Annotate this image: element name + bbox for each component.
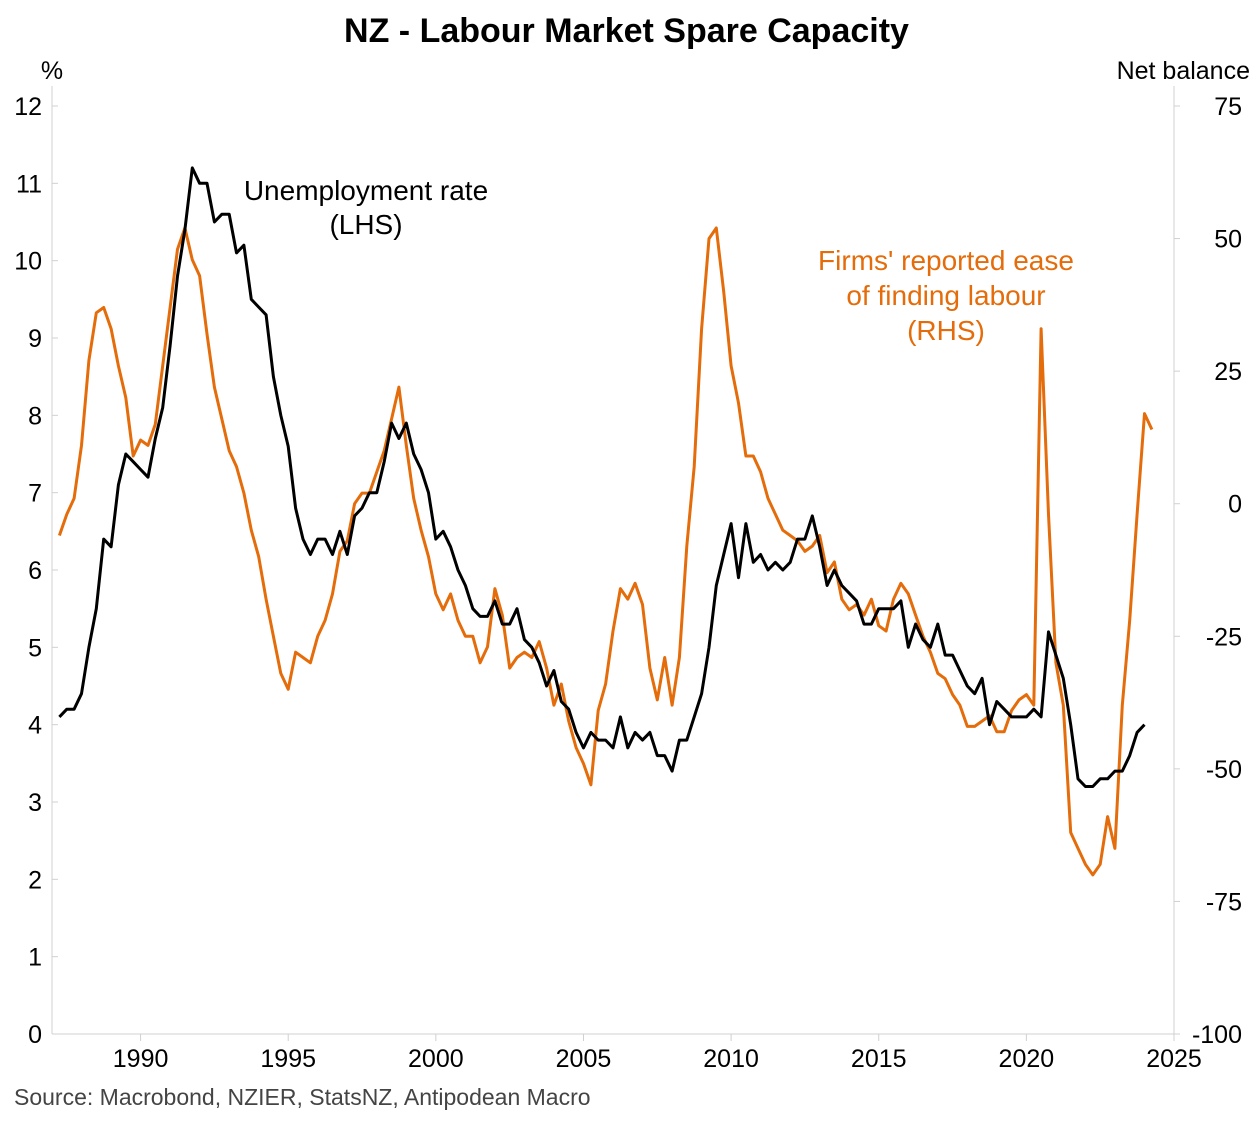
right-axis-tick-label: -75 [1206, 888, 1242, 916]
series-lines [57, 166, 1154, 877]
left-axis-tick-label: 3 [28, 789, 42, 817]
right-axis-tick-label: 25 [1214, 358, 1242, 386]
left-axis-tick-label: 2 [28, 866, 42, 894]
right-axis-tick-label: -25 [1206, 623, 1242, 651]
right-axis-tick-label: -100 [1192, 1021, 1242, 1049]
left-axis-tick-label: 1 [28, 944, 42, 972]
left-axis-tick-label: 7 [28, 480, 42, 508]
left-axis-unit-label: % [41, 57, 63, 85]
x-axis-tick-label: 2000 [408, 1045, 464, 1073]
x-axis-tick-label: 2020 [999, 1045, 1055, 1073]
series-annotation-firms: Firms' reported ease of finding labour (RH… [818, 245, 1074, 346]
series-line-firms [57, 226, 1154, 877]
right-axis-tick-label: 75 [1214, 93, 1242, 121]
series-annotations: Unemployment rate (LHS) Firms' reported ea… [244, 175, 1074, 346]
left-axis-tick-label: 8 [28, 402, 42, 430]
right-axis-unit-label: Net balance [1117, 57, 1250, 85]
left-axis-tick-label: 12 [14, 93, 42, 121]
left-axis-tick-label: 5 [28, 634, 42, 662]
x-axis-tick-label: 1995 [260, 1045, 316, 1073]
x-axis-tick-label: 2015 [851, 1045, 907, 1073]
left-axis-tick-label: 4 [28, 712, 42, 740]
series-annotation-unemployment: Unemployment rate (LHS) [244, 175, 488, 240]
x-axis-tick-label: 2025 [1146, 1045, 1202, 1073]
source-note: Source: Macrobond, NZIER, StatsNZ, Antip… [14, 1084, 591, 1110]
right-axis-tick-label: 0 [1228, 491, 1242, 519]
x-axis-tick-label: 1990 [113, 1045, 169, 1073]
series-line-unemployment [58, 166, 1146, 788]
left-axis-tick-label: 10 [14, 248, 42, 276]
right-axis-tick-label: -50 [1206, 756, 1242, 784]
left-axis-tick-label: 0 [28, 1021, 42, 1049]
chart-title: NZ - Labour Market Spare Capacity [344, 12, 909, 50]
left-axis-tick-label: 11 [16, 170, 42, 198]
left-axis-tick-label: 9 [28, 325, 42, 353]
right-axis-tick-label: 50 [1214, 226, 1242, 254]
axes: 0123456789101112-100-75-50-2502550751990… [14, 86, 1242, 1073]
x-axis-tick-label: 2005 [556, 1045, 612, 1073]
x-axis-tick-label: 2010 [703, 1045, 759, 1073]
left-axis-tick-label: 6 [28, 557, 42, 585]
